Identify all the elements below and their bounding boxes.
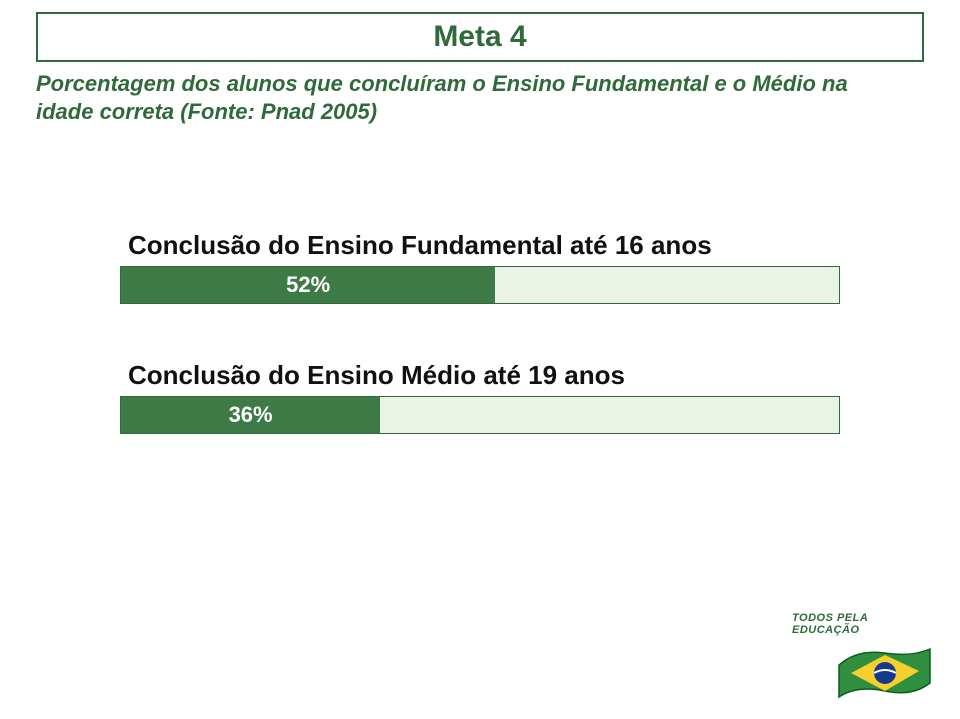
title-bar: Meta 4 [36, 12, 924, 62]
chart-2-bar-fill: 36% [121, 397, 380, 433]
subtitle-line-2: idade correta (Fonte: Pnad 2005) [36, 99, 377, 124]
slide-subtitle: Porcentagem dos alunos que concluíram o … [36, 70, 848, 125]
slide-title: Meta 4 [433, 20, 526, 54]
chart-1-bar-value: 52% [286, 272, 330, 298]
chart-2-label: Conclusão do Ensino Médio até 19 anos [128, 360, 625, 391]
chart-1-bar-fill: 52% [121, 267, 495, 303]
chart-2-bar-track: 36% [120, 396, 840, 434]
flag-icon [837, 643, 932, 701]
chart-1-label: Conclusão do Ensino Fundamental até 16 a… [128, 230, 712, 261]
logo-todos-pela-educacao: TODOS PELA EDUCAÇÃO [792, 613, 932, 701]
logo-text-line-1: TODOS PELA [792, 613, 868, 625]
chart-2-bar-value: 36% [229, 402, 273, 428]
logo-text: TODOS PELA EDUCAÇÃO [792, 613, 868, 636]
subtitle-line-1: Porcentagem dos alunos que concluíram o … [36, 71, 848, 96]
logo-text-line-2: EDUCAÇÃO [792, 625, 868, 637]
chart-1-bar-track: 52% [120, 266, 840, 304]
